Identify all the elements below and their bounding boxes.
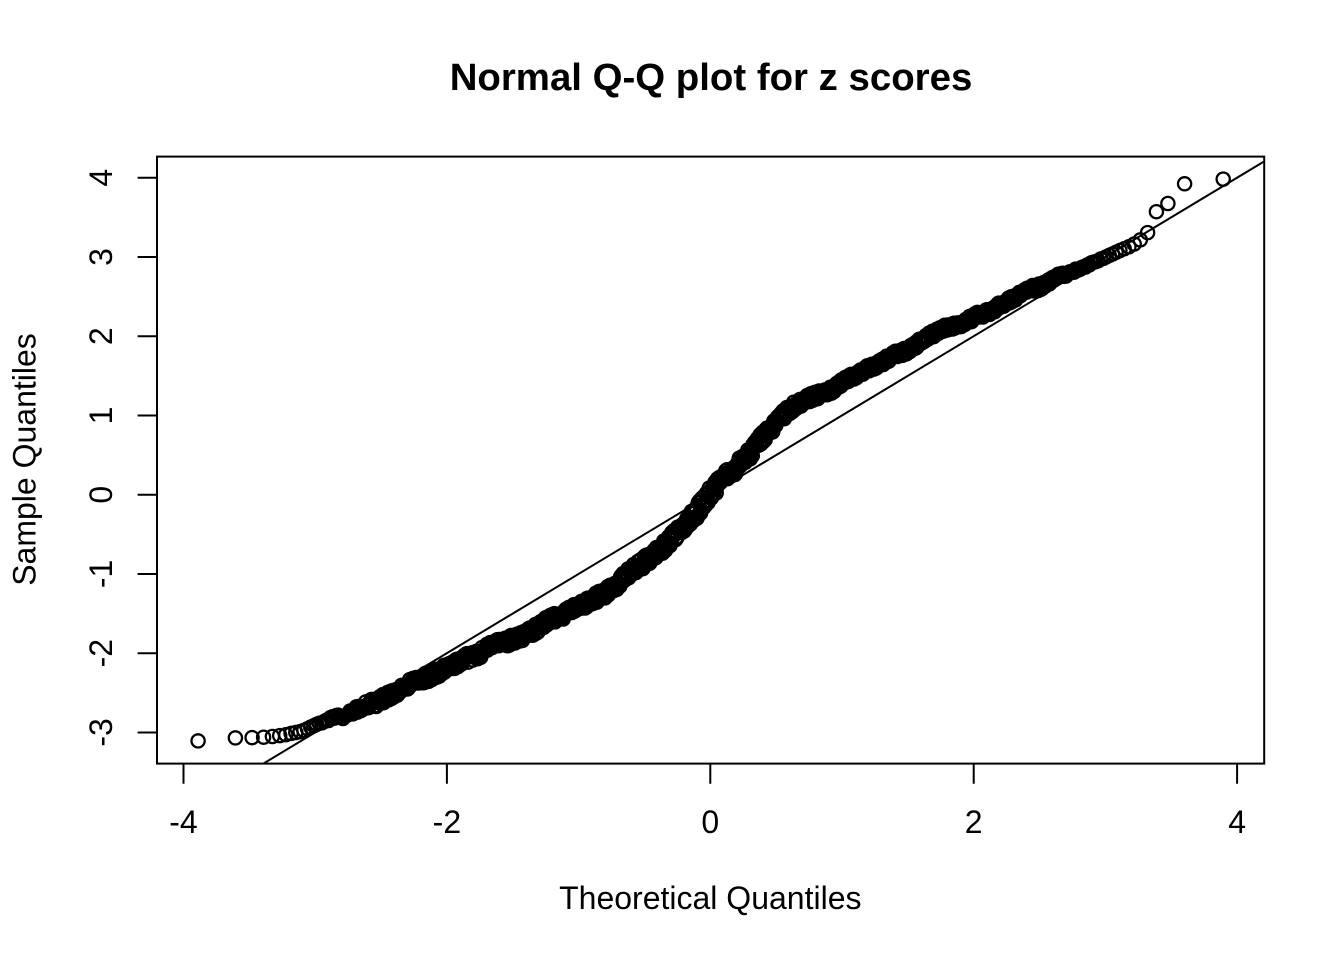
svg-text:3: 3 [83,248,119,266]
svg-text:0: 0 [701,804,719,840]
svg-text:0: 0 [83,486,119,504]
svg-text:-1: -1 [83,560,119,588]
svg-text:Sample Quantiles: Sample Quantiles [7,333,43,586]
svg-text:-4: -4 [169,804,197,840]
svg-text:4: 4 [83,169,119,187]
svg-text:2: 2 [83,327,119,345]
svg-text:Theoretical Quantiles: Theoretical Quantiles [559,880,861,916]
svg-text:4: 4 [1228,804,1246,840]
svg-text:-2: -2 [83,639,119,667]
svg-text:Normal Q-Q plot for z scores: Normal Q-Q plot for z scores [450,56,973,99]
svg-text:-2: -2 [433,804,461,840]
svg-text:2: 2 [965,804,983,840]
svg-text:1: 1 [83,407,119,425]
svg-text:-3: -3 [83,718,119,746]
